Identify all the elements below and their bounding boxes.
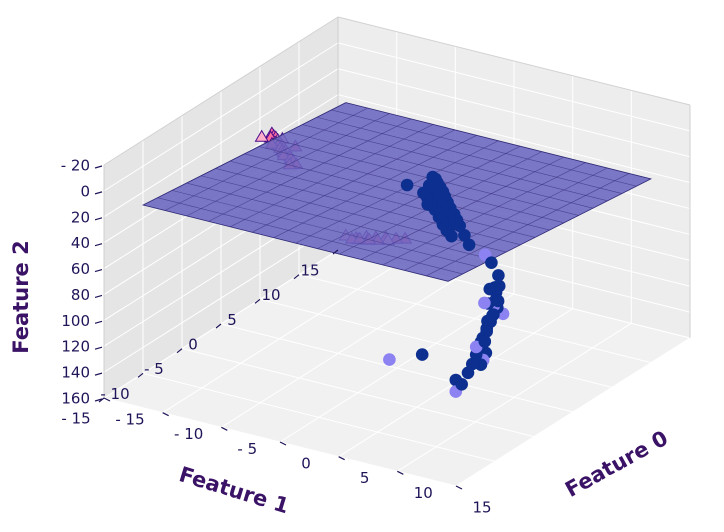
z-tick-mark	[94, 372, 103, 376]
z-tick-mark	[94, 243, 103, 247]
left-grid-z	[103, 68, 339, 218]
y-tick-mark	[293, 274, 300, 280]
circle-point	[462, 238, 476, 252]
z-tick-mark	[94, 398, 103, 402]
decision-plane	[141, 102, 653, 282]
circle-point	[485, 256, 498, 270]
plane-mesh-line	[426, 173, 630, 277]
x-tick-label: 10	[414, 484, 433, 502]
x-axis-label: Feature 0	[561, 426, 672, 502]
z-tick-label: 100	[61, 312, 90, 330]
x-tick-mark	[221, 426, 228, 431]
z-tick-mark	[94, 165, 103, 169]
y-tick-label: - 5	[144, 360, 164, 378]
floor-grid-y	[142, 372, 496, 462]
z-tick-label: 60	[71, 260, 90, 278]
y-tick-mark	[98, 397, 105, 403]
circle-point	[400, 178, 414, 192]
circle-point	[478, 335, 492, 348]
left-grid-z	[103, 223, 339, 373]
x-tick-mark	[455, 485, 463, 490]
y-tick-mark	[254, 298, 261, 304]
plane-mesh-line	[345, 102, 652, 180]
plane-mesh-line	[382, 162, 586, 266]
floor-grid-y	[181, 348, 535, 438]
x-tick-mark	[338, 456, 345, 461]
circle-point	[417, 186, 430, 200]
circle-point	[481, 314, 494, 328]
plane-mesh-line	[360, 156, 564, 260]
circle-point	[492, 269, 505, 282]
plane-mesh-line	[229, 160, 536, 238]
x-tick-mark	[103, 397, 111, 402]
z-tick-mark	[94, 268, 103, 273]
floor-grid-y	[298, 274, 652, 364]
z-tick-mark	[94, 346, 103, 350]
y-tick-label: 15	[300, 262, 319, 280]
x-tick-label: 15	[472, 499, 491, 517]
z-tick-mark	[94, 294, 103, 299]
x-tick-mark	[162, 412, 169, 417]
x-tick-label: 0	[301, 455, 311, 473]
x-tick-label: - 10	[174, 425, 203, 443]
circle-point	[461, 366, 475, 380]
x-tick-label: 5	[360, 469, 370, 487]
circle-point	[480, 325, 494, 338]
pane-edge	[103, 16, 339, 166]
y-tick-label: - 10	[100, 385, 129, 403]
back-grid-z	[337, 94, 691, 184]
circle-point	[383, 353, 396, 366]
tick-labels: - 15 - 10 - 5 0 5 10 15 - 15 - 10 - 5 0 5 10 15 - 20 0 2…	[61, 157, 492, 517]
z-tick-label: 0	[80, 182, 90, 200]
floor-grid-y	[259, 298, 613, 388]
z-tick-label: 80	[71, 286, 90, 304]
z-tick-mark	[94, 320, 103, 324]
y-tick-mark	[137, 372, 144, 378]
y-tick-label: 0	[188, 336, 198, 354]
z-tick-label: 160	[61, 390, 90, 408]
circle-point	[455, 378, 469, 391]
circle-point	[415, 348, 429, 361]
y-tick-label: 5	[227, 311, 237, 329]
circle-point	[478, 296, 491, 310]
circle-point	[491, 294, 505, 308]
z-tick-label: 140	[61, 364, 90, 382]
triangle-point	[254, 129, 269, 142]
y-axis-label: Feature 1	[176, 462, 291, 518]
circle-point	[483, 282, 497, 296]
plane-mesh-line	[157, 197, 463, 275]
plane-mesh-line	[142, 204, 449, 282]
plane-mesh-line	[447, 178, 652, 282]
y-tick-mark	[332, 249, 339, 255]
left-grid-z	[103, 42, 339, 192]
z-tick-mark	[94, 217, 103, 221]
x-tick-label: - 15	[115, 411, 144, 429]
z-tick-label: 120	[61, 338, 90, 356]
floor-grid-y	[220, 323, 574, 413]
y-tick-mark	[176, 348, 183, 354]
plane-mesh-line	[317, 145, 521, 249]
pane-edge	[337, 16, 691, 106]
y-tick-mark	[215, 323, 222, 329]
back-grid-z	[337, 68, 691, 158]
y-tick-label: - 15	[61, 410, 90, 428]
x-tick-mark	[397, 470, 404, 475]
z-tick-mark	[94, 191, 103, 195]
plane-mesh-line	[171, 190, 478, 267]
circle-point	[458, 229, 471, 242]
plane-mesh-line	[244, 153, 550, 231]
y-tick-label: 10	[261, 286, 280, 304]
z-tick-label: 20	[71, 208, 90, 226]
front-points	[383, 170, 510, 398]
x-tick-mark	[279, 441, 287, 446]
plane-mesh-line	[186, 182, 492, 260]
plane-mesh-line	[404, 167, 608, 271]
x-tick-label: - 5	[237, 440, 257, 458]
z-tick-label: - 20	[61, 157, 90, 175]
z-tick-label: 40	[71, 234, 90, 252]
back-grid-z	[337, 42, 691, 132]
z-axis-label: Feature 2	[9, 240, 33, 353]
